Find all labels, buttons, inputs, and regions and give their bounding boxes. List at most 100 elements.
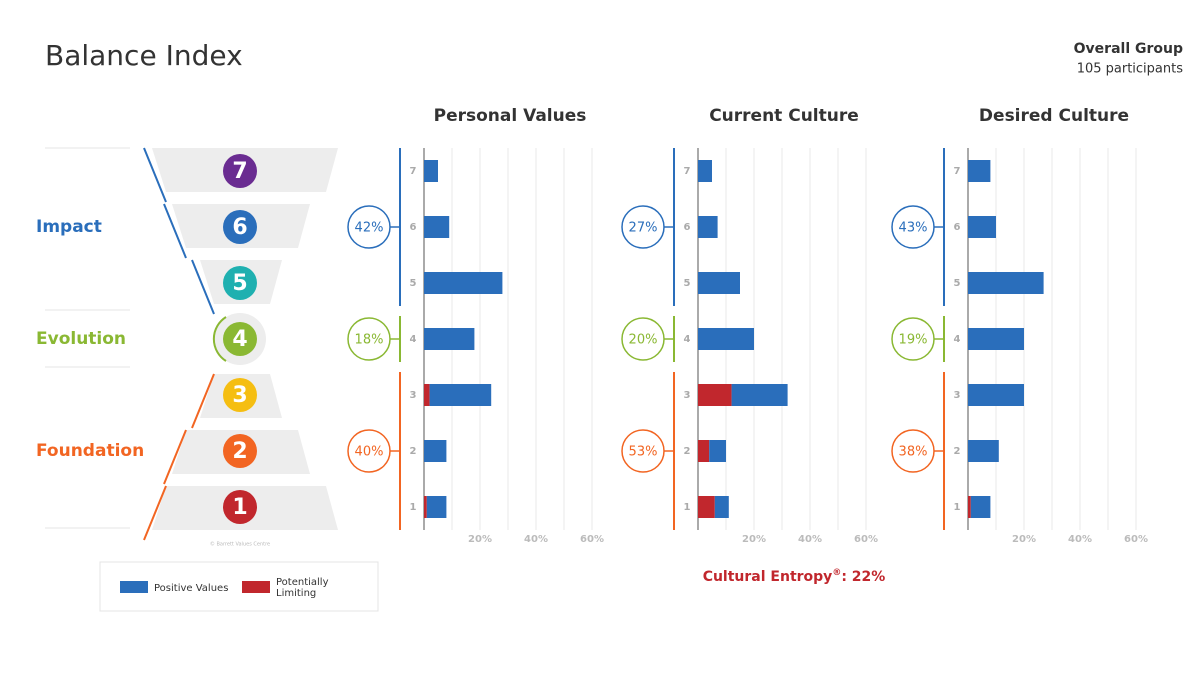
bar-segment [698,216,718,238]
level-badge [223,378,257,412]
group-share-circle [891,317,935,361]
group-share-label: 43% [899,221,928,236]
group-label: Evolution [36,329,126,349]
level-label: 5 [684,278,691,289]
pyramid-edge [163,203,187,259]
bar-segment [968,272,1044,294]
x-tick-label: 60% [580,534,604,545]
group-share-label: 19% [899,333,928,348]
level-label: 6 [684,222,691,233]
level-number: 6 [232,215,247,240]
bar-segment [429,384,492,406]
legend-label: Potentially Limiting [276,577,329,599]
level-badge [223,266,257,300]
x-tick-label: 20% [468,534,492,545]
bar-segment [698,440,710,462]
bar-segment [968,160,991,182]
legend-swatch [242,581,270,593]
x-tick-label: 40% [798,534,822,545]
entropy-text: : 22% [841,569,885,585]
level-label: 1 [410,502,417,513]
page-title: Balance Index [45,39,243,72]
group-share-circle [621,429,665,473]
level-badge [223,210,257,244]
level-label: 1 [954,502,961,513]
level-label: 5 [954,278,961,289]
bar-segment [424,496,427,518]
level-number: 2 [232,439,247,464]
group-share-circle [891,205,935,249]
bar-segment [698,272,740,294]
group-share-circle [891,429,935,473]
level-badge [223,154,257,188]
bar-segment [698,384,732,406]
bar-segment [709,440,726,462]
bar-segment [968,384,1024,406]
level-label: 6 [954,222,961,233]
group-share-label: 53% [629,445,658,460]
level-label: 4 [410,334,417,345]
level-number: 4 [232,327,247,352]
bar-segment [714,496,729,518]
group-share-label: 27% [629,221,658,236]
bar-segment [424,272,503,294]
bar-segment [424,216,450,238]
level-label: 4 [684,334,691,345]
level-number: 5 [232,271,247,296]
chart-title: Personal Values [434,106,587,126]
level-number: 3 [232,383,247,408]
chart-title: Desired Culture [979,106,1129,126]
pyramid-edge [163,429,187,485]
group-share-circle [621,205,665,249]
group-share-label: 38% [899,445,928,460]
pyramid-edge [212,316,227,362]
level-label: 4 [954,334,961,345]
participants: 105 participants [1077,62,1184,77]
entropy-symbol: ® [832,568,841,578]
entropy-title: Cultural Entropy [703,569,833,585]
group-share-circle [347,317,391,361]
level-label: 7 [410,166,417,177]
bar-segment [970,496,991,518]
level-label: 3 [954,390,961,401]
bar-segment [968,216,996,238]
cultural-entropy: Cultural Entropy®: 22% [703,568,886,586]
bar-segment [424,160,438,182]
credit: © Barrett Values Centre [210,541,270,548]
bar-segment [968,496,971,518]
level-label: 2 [684,446,691,457]
group-share-circle [347,205,391,249]
pyramid-edge [143,485,167,541]
bar-segment [698,496,715,518]
group-share-circle [621,317,665,361]
bar-segment [968,440,999,462]
level-label: 3 [684,390,691,401]
group-share-label: 18% [355,333,384,348]
x-tick-label: 60% [1124,534,1148,545]
group-label: Impact [36,217,102,237]
group-label: Foundation [36,441,144,461]
bar-segment [731,384,788,406]
level-badge [223,322,257,356]
level-label: 7 [954,166,961,177]
level-label: 2 [954,446,961,457]
level-label: 6 [410,222,417,233]
group-share-circle [347,429,391,473]
group-share-label: 40% [355,445,384,460]
x-tick-label: 40% [1068,534,1092,545]
level-label: 7 [684,166,691,177]
bar-segment [424,328,475,350]
legend-label: Positive Values [154,583,229,594]
chart-title: Current Culture [709,106,859,126]
x-tick-label: 20% [742,534,766,545]
pyramid-edge [191,259,215,315]
bar-segment [968,328,1024,350]
group-share-label: 20% [629,333,658,348]
legend-swatch [120,581,148,593]
pyramid-edge [143,147,167,203]
x-tick-label: 60% [854,534,878,545]
bar-segment [424,384,430,406]
level-label: 3 [410,390,417,401]
